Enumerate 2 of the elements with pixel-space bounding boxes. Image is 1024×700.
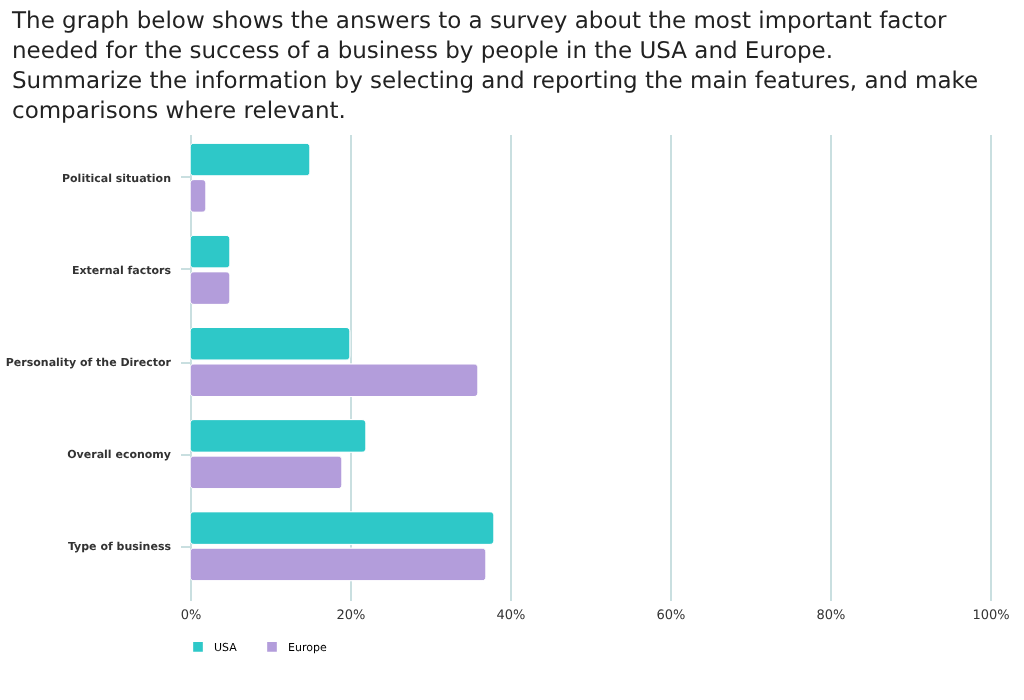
chart-subtitle: Summarize the information by selecting and reporting the main features, and make comparisons where relevant. [12, 66, 981, 126]
chart-title: The graph below shows the answers to a survey about the most important factor needed for the success of a business by people in the USA and Europe. [12, 6, 949, 66]
